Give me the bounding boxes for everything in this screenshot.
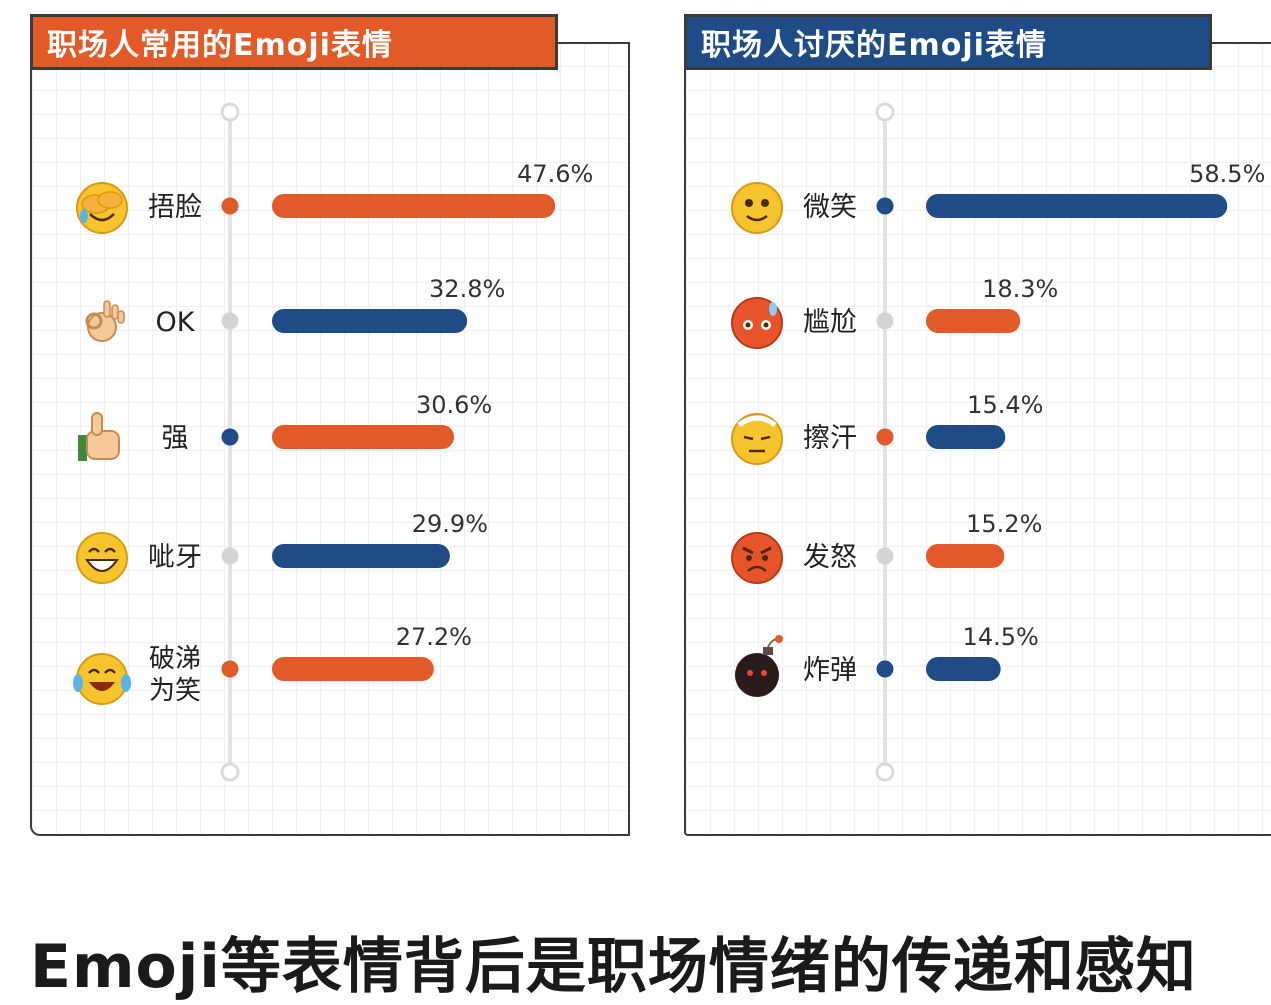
chart-title-disliked: 职场人讨厌的Emoji表情 <box>684 14 1212 70</box>
face-palm-icon <box>76 182 128 234</box>
value-label: 30.6% <box>416 391 492 419</box>
value-label: 32.8% <box>429 275 505 303</box>
row-marker-dot <box>221 428 239 446</box>
bomb-icon <box>735 635 783 697</box>
row-marker-dot <box>221 197 239 215</box>
chart-group-1: 58.5% 微笑 18.3% 尴尬 15.4% 擦汗 15.2% 发怒 14.5% 炸弹 <box>731 102 1265 782</box>
bar-微笑 <box>926 194 1228 218</box>
grin-icon <box>76 532 128 584</box>
tears-of-joy-icon <box>73 653 131 705</box>
category-label: 破涕 <box>149 644 201 674</box>
row-marker-dot <box>221 312 239 330</box>
row-marker-dot <box>876 197 894 215</box>
value-label: 29.9% <box>412 510 488 538</box>
row-marker-dot <box>876 547 894 565</box>
angry-icon <box>731 532 783 584</box>
bar-OK <box>272 309 468 333</box>
value-label: 15.2% <box>966 510 1042 538</box>
category-label: 强 <box>162 423 189 454</box>
axis-endpoint <box>875 102 895 122</box>
bar-捂脸 <box>272 194 556 218</box>
bar-发怒 <box>926 544 1005 568</box>
wipe-sweat-icon <box>731 413 783 465</box>
row-marker-dot <box>876 660 894 678</box>
bar-强 <box>272 425 455 449</box>
row-marker-dot <box>876 428 894 446</box>
smile-icon <box>731 182 783 234</box>
chart-title-common: 职场人常用的Emoji表情 <box>30 14 558 70</box>
page-caption: Emoji等表情背后是职场情绪的传递和感知 <box>30 932 1197 1002</box>
bar-破涕为笑 <box>272 657 434 681</box>
value-label: 14.5% <box>963 623 1039 651</box>
category-label: 尴尬 <box>803 307 857 338</box>
value-label: 47.6% <box>517 160 593 188</box>
awkward-icon <box>731 297 783 349</box>
bar-擦汗 <box>926 425 1006 449</box>
bar-尴尬 <box>926 309 1021 333</box>
category-label: 微笑 <box>803 192 857 223</box>
panel-top-border <box>1210 42 1271 44</box>
category-label: OK <box>156 307 196 338</box>
value-label: 18.3% <box>982 275 1058 303</box>
category-label: 发怒 <box>803 542 857 573</box>
bar-呲牙 <box>272 544 450 568</box>
row-marker-dot <box>221 660 239 678</box>
panel-top-border <box>556 42 628 44</box>
value-label: 27.2% <box>396 623 472 651</box>
ok-hand-icon <box>85 300 125 342</box>
axis-endpoint <box>220 762 240 782</box>
category-label: 捂脸 <box>148 192 202 223</box>
bar-炸弹 <box>926 657 1001 681</box>
category-label-line2: 为笑 <box>149 676 201 706</box>
category-label: 擦汗 <box>803 423 857 454</box>
value-label: 58.5% <box>1189 160 1265 188</box>
axis-endpoint <box>875 762 895 782</box>
category-label: 炸弹 <box>803 655 857 686</box>
axis-endpoint <box>220 102 240 122</box>
value-label: 15.4% <box>967 391 1043 419</box>
row-marker-dot <box>221 547 239 565</box>
row-marker-dot <box>876 312 894 330</box>
thumbs-up-icon <box>78 412 120 461</box>
category-label: 呲牙 <box>148 542 202 573</box>
